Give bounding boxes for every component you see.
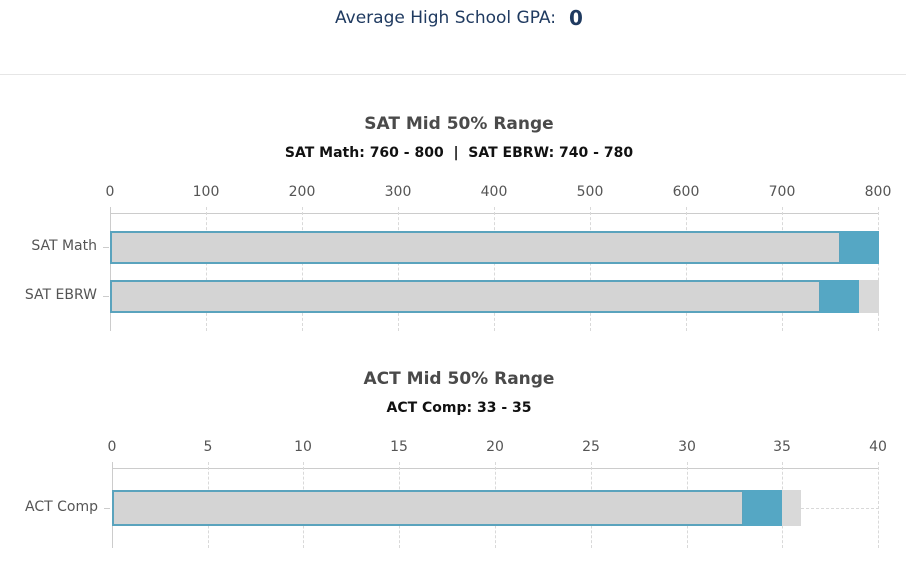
sat-chart-title: SAT Mid 50% Range (364, 114, 554, 134)
sat-math-base-segment[interactable] (110, 231, 841, 264)
sat-gridline (302, 207, 303, 331)
sat-gridline (782, 207, 783, 331)
act-comp-dashed-extension (801, 508, 879, 509)
sat-ebrw-base-segment[interactable] (110, 280, 821, 313)
act-tick: 10 (294, 439, 312, 455)
act-comp-range-segment[interactable] (743, 490, 782, 526)
sat-tick: 0 (105, 184, 115, 200)
sat-tick: 300 (384, 184, 412, 200)
act-tick: 0 (107, 439, 117, 455)
sat-tick: 500 (576, 184, 604, 200)
sat-ebrw-range-segment[interactable] (820, 280, 859, 313)
act-tick: 35 (773, 439, 791, 455)
gpa-summary: Average High School GPA: 0 (0, 6, 918, 40)
act-tick: 30 (678, 439, 696, 455)
act-tick: 20 (486, 439, 504, 455)
sat-ebrw-remainder-segment (859, 280, 879, 313)
sat-math-range-segment[interactable] (840, 231, 879, 264)
sat-gridline (110, 207, 111, 331)
section-divider (0, 74, 906, 75)
act-category-label: ACT Comp (25, 499, 98, 515)
sat-tick: 800 (864, 184, 892, 200)
sat-tick: 600 (672, 184, 700, 200)
sat-category-label: SAT EBRW (24, 287, 97, 303)
sat-tick: 400 (480, 184, 508, 200)
sat-tick: 100 (192, 184, 220, 200)
act-chart-title: ACT Mid 50% Range (363, 369, 555, 389)
gpa-label: Average High School GPA: (335, 8, 556, 28)
sat-tick: 200 (288, 184, 316, 200)
sat-category-label: SAT Math (31, 238, 97, 254)
sat-category-tick (103, 247, 109, 248)
sat-gridline (494, 207, 495, 331)
sat-gridline (878, 207, 879, 331)
act-tick: 40 (869, 439, 887, 455)
act-category-tick (104, 508, 110, 509)
sat-gridline (590, 207, 591, 331)
sat-gridline (686, 207, 687, 331)
gpa-value: 0 (569, 6, 583, 30)
act-comp-base-segment[interactable] (112, 490, 744, 526)
sat-gridline (206, 207, 207, 331)
act-comp-remainder-segment (782, 490, 801, 526)
sat-chart-subtitle: SAT Math: 760 - 800 | SAT EBRW: 740 - 78… (284, 145, 634, 161)
act-chart-subtitle: ACT Comp: 33 - 35 (386, 400, 532, 416)
act-tick: 25 (582, 439, 600, 455)
sat-category-tick (103, 296, 109, 297)
sat-tick: 700 (768, 184, 796, 200)
sat-gridline (398, 207, 399, 331)
act-gridline (878, 462, 879, 548)
act-tick: 5 (203, 439, 213, 455)
act-tick: 15 (390, 439, 408, 455)
